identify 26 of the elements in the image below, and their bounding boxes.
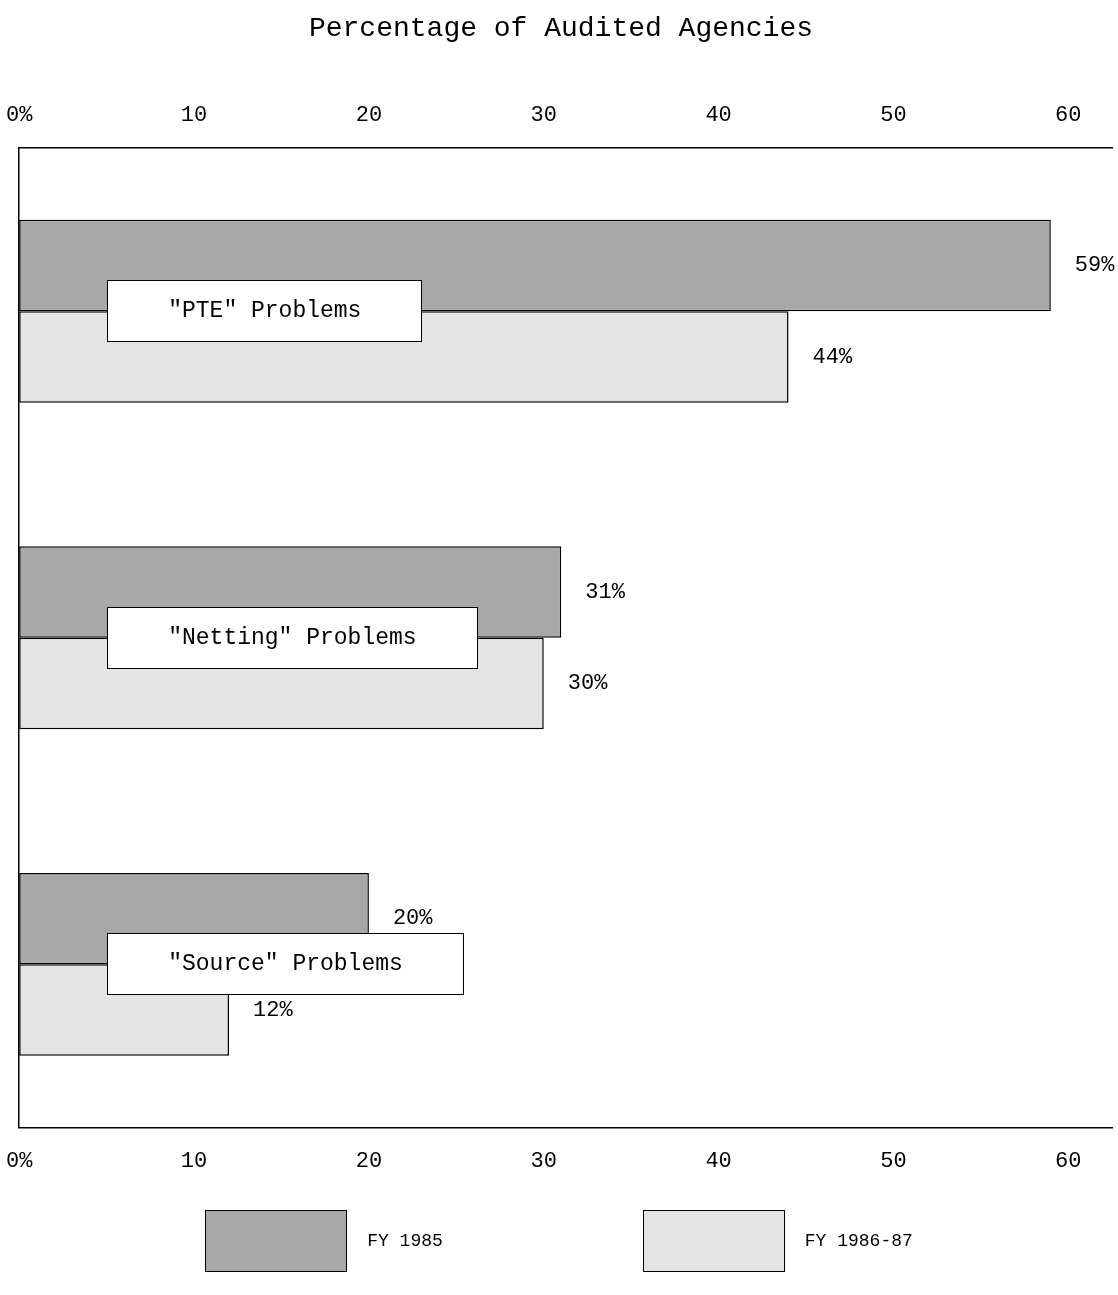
data-label: 12% (253, 997, 294, 1023)
x-tick-label: 20 (355, 102, 383, 128)
x-tick-label: 60 (1055, 102, 1082, 128)
data-label: 59% (1074, 253, 1116, 279)
label-box: "PTE" Problems (107, 280, 423, 343)
x2-tick-label: 20 (355, 1148, 383, 1174)
chart-title: Percentage of Audited Agencies (308, 13, 814, 45)
data-label: 31% (585, 579, 626, 605)
data-label: 30% (567, 671, 609, 697)
x2-tick-label: 50 (880, 1148, 907, 1174)
x-tick-label: 0% (6, 102, 34, 128)
label-box: "Source" Problems (107, 933, 464, 996)
x2-tick-label: 0% (6, 1148, 34, 1174)
x2-tick-label: 40 (705, 1148, 732, 1174)
data-label: 20% (392, 906, 434, 932)
x2-tick-label: 30 (530, 1148, 557, 1174)
x2-tick-label: 10 (180, 1148, 208, 1174)
x2-tick-label: 60 (1055, 1148, 1082, 1174)
x-tick-label: 30 (530, 102, 557, 128)
x-tick-label: 40 (705, 102, 732, 128)
text: FY 1985 (367, 1231, 443, 1251)
x-tick-label: 50 (880, 102, 907, 128)
label-box: "Netting" Problems (107, 606, 478, 669)
x-tick-label: 10 (180, 102, 208, 128)
text: FY 1986-87 (804, 1231, 913, 1251)
data-label: 44% (812, 344, 853, 370)
